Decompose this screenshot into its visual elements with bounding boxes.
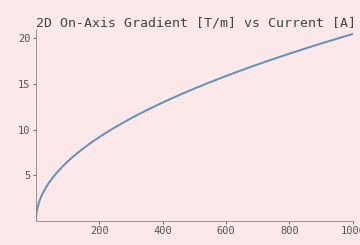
Text: 2D On-Axis Gradient [T/m] vs Current [A]: 2D On-Axis Gradient [T/m] vs Current [A] [36, 16, 356, 29]
